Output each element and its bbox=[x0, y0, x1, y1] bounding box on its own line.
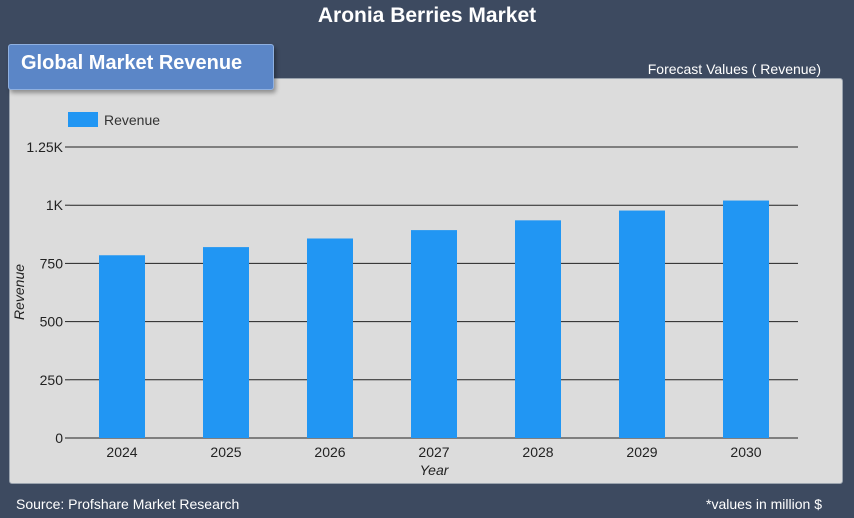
section-label: Global Market Revenue bbox=[8, 44, 274, 90]
bar bbox=[203, 247, 249, 438]
y-tick-label: 1.25K bbox=[26, 139, 63, 155]
x-tick-label: 2026 bbox=[314, 444, 345, 460]
y-tick-labels: 0 250 500 750 1K 1.25K bbox=[26, 139, 63, 446]
y-tick-label: 250 bbox=[40, 372, 64, 388]
y-tick-label: 500 bbox=[40, 314, 64, 330]
source-text: Source: Profshare Market Research bbox=[16, 496, 240, 512]
y-tick-label: 750 bbox=[40, 255, 64, 271]
legend-label: Revenue bbox=[104, 112, 160, 128]
x-tick-label: 2028 bbox=[522, 444, 553, 460]
x-tick-label: 2029 bbox=[626, 444, 657, 460]
bar bbox=[515, 220, 561, 438]
bars bbox=[99, 200, 769, 438]
forecast-label: Forecast Values ( Revenue) bbox=[647, 61, 821, 77]
x-tick-label: 2030 bbox=[730, 444, 761, 460]
bar bbox=[307, 238, 353, 438]
legend: Revenue bbox=[68, 112, 160, 128]
bar bbox=[723, 200, 769, 438]
y-tick-label: 1K bbox=[46, 197, 64, 213]
y-tick-label: 0 bbox=[55, 430, 63, 446]
x-tick-label: 2025 bbox=[210, 444, 241, 460]
x-tick-labels: 2024 2025 2026 2027 2028 2029 2030 bbox=[106, 444, 761, 460]
x-tick-label: 2024 bbox=[106, 444, 137, 460]
x-axis-label: Year bbox=[420, 462, 450, 478]
page-title: Aronia Berries Market bbox=[317, 4, 537, 27]
bar bbox=[619, 210, 665, 438]
x-tick-label: 2027 bbox=[418, 444, 449, 460]
bar bbox=[411, 230, 457, 438]
legend-swatch bbox=[68, 112, 98, 127]
bar bbox=[99, 255, 145, 438]
y-axis-label: Revenue bbox=[11, 264, 27, 320]
unit-note: *values in million $ bbox=[706, 496, 822, 512]
